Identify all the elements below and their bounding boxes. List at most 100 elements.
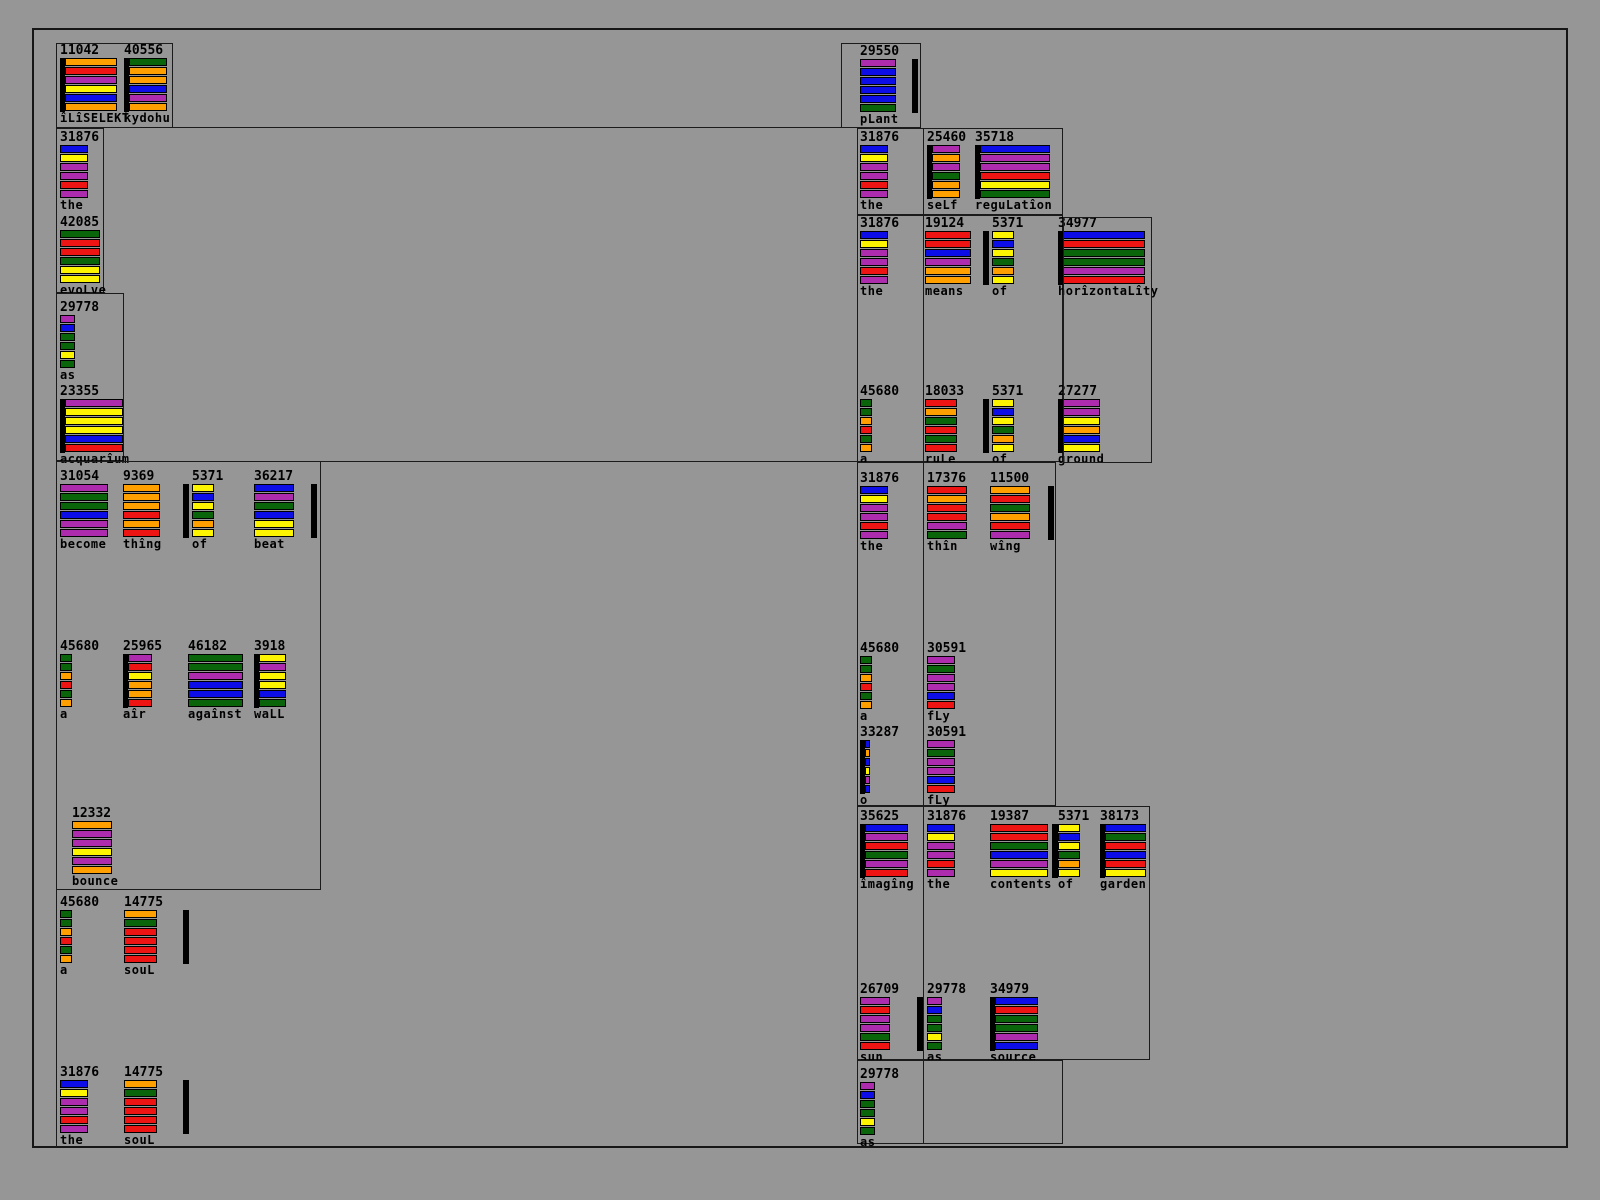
group-box (1063, 217, 1152, 463)
glyph-bar (60, 154, 88, 162)
glyph-bar (992, 417, 1014, 425)
glyph-bars (927, 824, 955, 878)
glyph-bar (60, 928, 72, 936)
glyph-bar-stack (860, 824, 914, 878)
glyph-bar (128, 690, 152, 698)
glyph-word: acquarîum (60, 452, 130, 466)
glyph-strip (927, 145, 932, 199)
separator-bar (983, 231, 989, 285)
glyph-bar-stack (192, 484, 223, 538)
glyph-bars (927, 997, 942, 1051)
glyph-bar (925, 408, 957, 416)
glyph-bar (60, 654, 72, 662)
column-divider (923, 128, 924, 215)
glyph-bar (990, 851, 1048, 859)
glyph-bar (192, 502, 214, 510)
glyph-bar (124, 1107, 157, 1115)
glyph-bar (860, 692, 872, 700)
group-box (56, 461, 321, 890)
glyph-bar (990, 486, 1030, 494)
glyph-word: thîng (123, 537, 162, 551)
glyph-word: reguLatîon (975, 198, 1053, 212)
glyph-cell: 5371 of (192, 470, 223, 551)
glyph-bars (925, 399, 957, 453)
glyph-number: 11042 (60, 43, 100, 58)
glyph-bar (65, 94, 117, 102)
glyph-bar (925, 399, 957, 407)
glyph-bars (254, 484, 294, 538)
glyph-bar (990, 504, 1030, 512)
glyph-bar (865, 776, 870, 784)
glyph-bar (860, 1109, 875, 1117)
glyph-bar (927, 683, 955, 691)
glyph-bar (72, 848, 112, 856)
glyph-number: 30591 (927, 641, 967, 656)
glyph-bar (990, 833, 1048, 841)
glyph-bars (932, 145, 960, 199)
connector-line (173, 127, 857, 128)
glyph-bar (925, 249, 971, 257)
glyph-word: means (925, 284, 964, 298)
glyph-cell: 31054 become (60, 470, 108, 551)
glyph-bar (860, 190, 888, 198)
glyph-cell: 14775 souL (124, 1066, 163, 1147)
glyph-bar (927, 486, 967, 494)
glyph-bar (860, 1100, 875, 1108)
glyph-cell: 5371 of (992, 385, 1023, 465)
glyph-word: of (192, 537, 208, 551)
canvas-border (32, 28, 1568, 1148)
glyph-bar (992, 231, 1014, 239)
separator-bar (183, 484, 189, 538)
glyph-bar (992, 240, 1014, 248)
glyph-bar (60, 520, 108, 528)
glyph-bar-stack (860, 486, 899, 540)
glyph-bar-stack (124, 1080, 163, 1134)
glyph-word: become (60, 537, 107, 551)
glyph-cell: 34979 source (990, 982, 1038, 1063)
glyph-bar (860, 408, 872, 416)
glyph-bar-stack (860, 399, 899, 453)
glyph-number: 5371 (1058, 809, 1090, 824)
glyph-bar (192, 520, 214, 528)
glyph-bar-stack (860, 231, 899, 285)
glyph-number: 30591 (927, 725, 967, 740)
glyph-bar (860, 77, 896, 85)
glyph-bar (932, 145, 960, 153)
glyph-bar (860, 701, 872, 709)
glyph-bar (925, 444, 957, 452)
glyph-number: 29778 (60, 300, 100, 315)
glyph-bar (192, 484, 214, 492)
glyph-word: a (860, 709, 868, 723)
glyph-bar (927, 767, 955, 775)
glyph-bars (60, 1080, 88, 1134)
glyph-bar (925, 231, 971, 239)
glyph-bar (927, 842, 955, 850)
glyph-number: 19124 (925, 216, 965, 231)
glyph-bars (72, 821, 112, 875)
glyph-bar (860, 240, 888, 248)
glyph-word: waLL (254, 707, 285, 721)
glyph-bar (60, 190, 88, 198)
glyph-word: a (60, 707, 68, 721)
glyph-bar-stack (1100, 824, 1146, 878)
glyph-number: 29550 (860, 44, 900, 59)
glyph-bar (192, 529, 214, 537)
glyph-number: 23355 (60, 384, 100, 399)
glyph-bar-stack (254, 484, 294, 538)
glyph-bars (124, 910, 157, 964)
glyph-bar (995, 1006, 1038, 1014)
glyph-bar (259, 681, 286, 689)
group-box (857, 128, 1063, 215)
glyph-bars (60, 654, 72, 708)
glyph-number: 34979 (990, 982, 1030, 997)
glyph-number: 9369 (123, 469, 155, 484)
glyph-cell: 5371 of (992, 217, 1023, 297)
glyph-bar (60, 266, 100, 274)
glyph-number: 18033 (925, 384, 965, 399)
glyph-cell: 19387 contents (990, 810, 1052, 890)
glyph-word: souL (124, 1133, 155, 1147)
glyph-bar (927, 504, 967, 512)
glyph-number: 26709 (860, 982, 900, 997)
glyph-cell: 46182 agaînst (188, 640, 243, 720)
glyph-bar (124, 910, 157, 918)
